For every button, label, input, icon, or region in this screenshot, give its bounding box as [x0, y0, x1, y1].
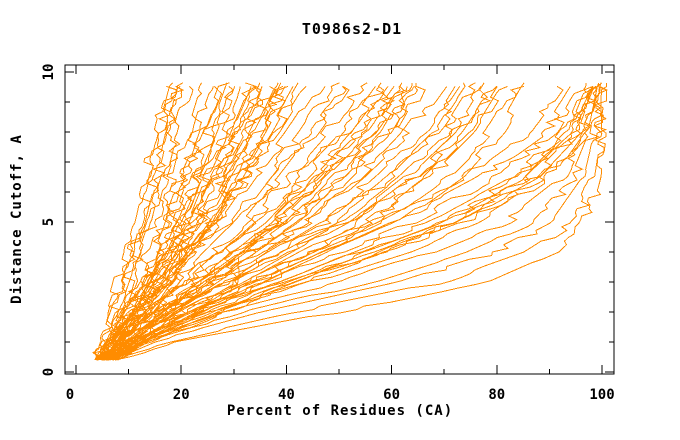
model-curve: [107, 82, 466, 361]
model-curve: [102, 86, 448, 361]
model-curve: [108, 82, 587, 361]
model-curve: [109, 86, 593, 361]
model-curve: [103, 86, 223, 361]
x-tick-label: 80: [488, 387, 505, 403]
model-curve: [104, 86, 461, 361]
model-curve: [104, 82, 261, 361]
model-curve: [95, 82, 230, 361]
y-tick-label: 0: [41, 368, 57, 376]
model-curve: [103, 86, 236, 361]
model-curve: [112, 86, 594, 361]
x-tick-label: 0: [66, 387, 74, 403]
model-curve: [102, 86, 415, 361]
x-tick-label: 100: [589, 387, 614, 403]
x-tick-label: 60: [383, 387, 400, 403]
model-curve: [94, 86, 181, 361]
model-curve: [105, 82, 368, 361]
model-curve: [101, 82, 340, 361]
model-curve: [111, 86, 294, 361]
model-curve: [102, 86, 389, 361]
model-curve: [103, 86, 376, 361]
model-curve: [100, 85, 277, 361]
model-curve: [106, 86, 385, 361]
model-curve: [103, 86, 194, 361]
model-curve: [104, 82, 489, 361]
model-curve: [115, 82, 608, 361]
model-curve: [99, 86, 401, 361]
model-curve: [92, 82, 173, 361]
model-curve: [109, 86, 500, 361]
x-tick-label: 40: [278, 387, 295, 403]
model-curve: [95, 82, 405, 361]
model-curve: [97, 86, 596, 361]
model-curve: [100, 82, 184, 361]
model-curve: [101, 86, 235, 361]
model-curve: [97, 86, 347, 361]
model-curve: [109, 86, 456, 361]
model-curve: [106, 86, 604, 361]
x-axis-title: Percent of Residues (CA): [226, 403, 454, 419]
model-curve: [106, 82, 476, 361]
y-tick-label: 5: [41, 218, 57, 226]
model-curve: [96, 82, 203, 361]
model-curve: [114, 82, 525, 361]
model-curve: [104, 85, 350, 361]
y-tick-label: 10: [41, 64, 57, 81]
model-curve: [104, 86, 597, 361]
model-curve: [97, 86, 326, 361]
model-curve: [104, 82, 385, 361]
model-curve: [107, 82, 603, 361]
model-curve: [115, 85, 608, 361]
x-tick-label: 20: [173, 387, 190, 403]
model-curve: [107, 85, 525, 361]
model-curve: [108, 85, 593, 361]
model-curve: [117, 82, 602, 361]
model-curve: [98, 86, 214, 361]
chart-title: T0986s2-D1: [301, 20, 403, 38]
model-curve: [100, 85, 260, 361]
